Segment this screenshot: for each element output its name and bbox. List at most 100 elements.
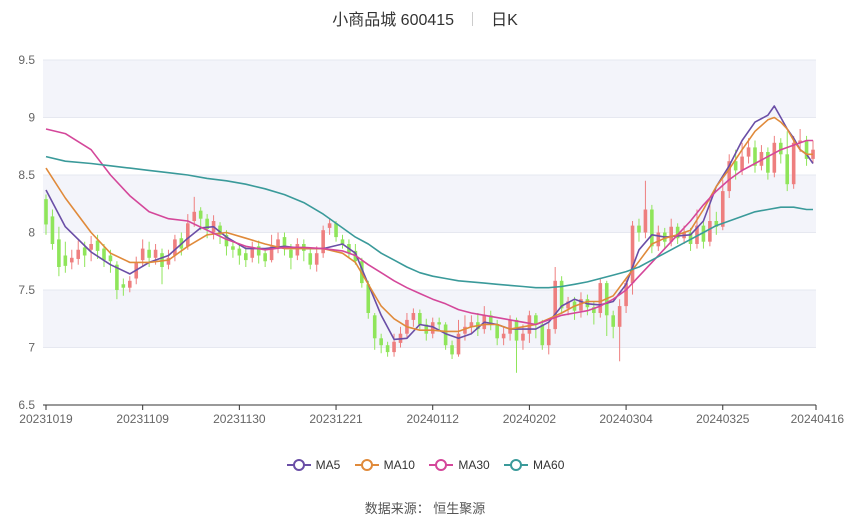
candle-body [95, 240, 100, 251]
legend-label-ma5: MA5 [315, 458, 341, 472]
candle [340, 234, 345, 249]
candle [469, 315, 474, 334]
candle [701, 221, 706, 249]
candle-body [250, 247, 255, 258]
candle-body [443, 324, 448, 346]
candle [366, 280, 371, 319]
candle [314, 246, 319, 272]
candle-body [695, 225, 699, 244]
candle [192, 196, 197, 227]
stock-name: 小商品城 600415 [332, 12, 455, 29]
candle-body [650, 209, 654, 247]
candle [237, 244, 242, 265]
legend-item-ma60[interactable]: MA60 [503, 458, 564, 472]
candle-body [740, 156, 744, 171]
candle-body [244, 253, 248, 261]
candle [727, 154, 732, 198]
y-tick-label: 7 [28, 341, 35, 355]
candle-body [82, 247, 87, 256]
candle-body [231, 246, 235, 250]
candle-body [385, 345, 390, 353]
candle-body [430, 322, 435, 334]
ma-lines-layer [45, 105, 814, 341]
candle-body [295, 244, 300, 256]
candle-body [89, 244, 93, 250]
candle-body [495, 324, 499, 339]
candle [372, 313, 377, 350]
candle-body [669, 226, 674, 242]
candle-body [617, 306, 622, 327]
chart-grid [43, 59, 816, 348]
y-axis-ticks: 6.5 7 7.5 8 8.5 9 9.5 [18, 53, 35, 412]
candle-body [701, 225, 706, 242]
candle [127, 276, 132, 293]
candle-body [334, 223, 338, 238]
candle [514, 317, 519, 373]
candle-body [566, 301, 570, 309]
candle [121, 278, 126, 296]
candle [57, 226, 61, 277]
x-tick-label: 20231109 [116, 412, 169, 426]
candle-body [772, 142, 777, 173]
candle [276, 232, 280, 254]
candle-body [488, 315, 493, 325]
candle-body [746, 147, 751, 157]
legend-label-ma10: MA10 [383, 458, 415, 472]
candle-body [791, 142, 796, 185]
candle [334, 221, 338, 242]
candle-body [733, 161, 738, 171]
legend-item-ma30[interactable]: MA30 [428, 458, 490, 472]
candle-body [205, 218, 209, 230]
candle-body [282, 237, 287, 249]
candle [282, 232, 287, 256]
x-tick-label: 20231130 [213, 412, 266, 426]
candle-body [546, 329, 551, 346]
candle-body [778, 142, 783, 155]
candle [443, 322, 448, 350]
candle-body [759, 152, 764, 166]
candle-body [437, 322, 441, 325]
candle-body [173, 239, 177, 256]
candle-body [57, 239, 61, 267]
legend-label-ma60: MA60 [533, 458, 565, 472]
candle [643, 180, 648, 239]
candle-body [753, 147, 757, 166]
legend-item-ma5[interactable]: MA5 [286, 458, 341, 472]
candle-body [559, 280, 564, 309]
candle-body [392, 341, 396, 353]
candle [63, 241, 68, 273]
candle-body [198, 210, 203, 219]
candle-body [69, 257, 74, 263]
x-tick-label: 20240416 [791, 412, 845, 426]
candle-body [611, 315, 615, 327]
candle-body [366, 284, 371, 313]
candle-body [140, 248, 145, 261]
candle [546, 322, 551, 355]
candle [753, 140, 757, 173]
candle [244, 246, 248, 267]
legend-item-ma10[interactable]: MA10 [354, 458, 415, 472]
candle [746, 138, 751, 164]
candle-body [508, 319, 512, 334]
candle-body [314, 253, 319, 265]
candle-body [256, 246, 261, 256]
x-tick-label: 20240304 [599, 412, 653, 426]
candle [263, 248, 267, 267]
candle-body [469, 322, 474, 327]
candle-body [289, 249, 293, 258]
candle [411, 308, 416, 327]
candle-body [121, 284, 126, 288]
candle-body [643, 209, 648, 233]
candle [185, 214, 190, 250]
x-tick-label: 20231019 [19, 412, 73, 426]
candle-body [624, 283, 628, 307]
candle [173, 234, 177, 262]
candle-body [714, 221, 719, 227]
y-tick-label: 8 [28, 226, 35, 240]
candle-body [720, 191, 725, 227]
candle [527, 310, 532, 343]
candle-body [501, 333, 506, 339]
x-tick-label: 20231221 [309, 412, 363, 426]
candle [695, 209, 699, 249]
